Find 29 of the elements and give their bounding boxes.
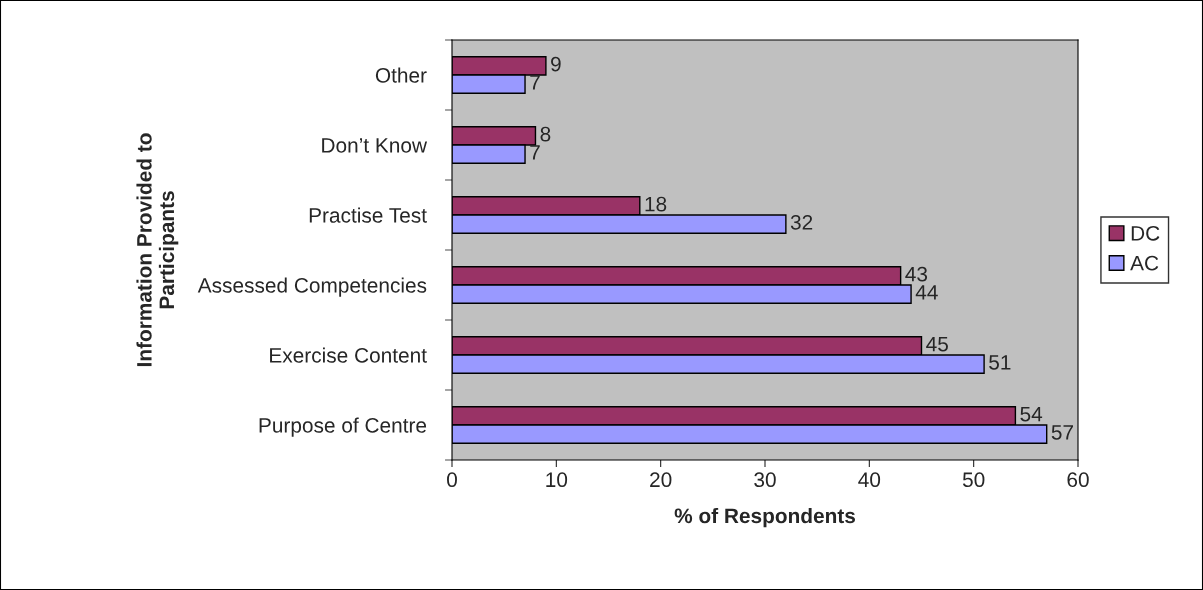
x-tick-label: 30 [754,472,776,488]
x-tick-label: 0 [447,472,457,488]
data-label: 51 [989,355,1011,370]
legend-label: AC [1130,255,1159,271]
data-label: 43 [905,266,928,282]
y-tick-label: Practise Test [309,207,427,223]
data-label: 9 [551,56,561,72]
x-tick-label: 20 [650,472,672,488]
y-tick-label: Assessed Competencies [197,277,427,297]
data-label: 7 [530,75,540,90]
y-tick-label: Other [375,67,427,83]
y-axis-title: Information Provided to Participants [136,133,179,367]
data-label: 32 [790,214,813,230]
data-label: 18 [645,196,667,212]
y-tick-label: Exercise Content [270,347,427,363]
x-axis-title: % of Respondents [674,507,856,528]
data-label: 54 [1020,406,1043,422]
x-tick-label: 40 [858,472,881,488]
legend-label: DC [1131,225,1160,241]
data-label: 45 [926,336,948,352]
data-label: 44 [915,285,938,300]
data-label: 57 [1051,425,1073,440]
x-tick-label: 60 [1067,472,1089,488]
data-label: 7 [530,145,540,160]
data-label: 8 [540,126,551,142]
y-tick-label: Purpose of Centre [259,417,427,437]
y-tick-label: Don’t Know [322,138,428,153]
x-tick-label: 10 [546,472,568,488]
x-tick-label: 50 [962,472,985,488]
